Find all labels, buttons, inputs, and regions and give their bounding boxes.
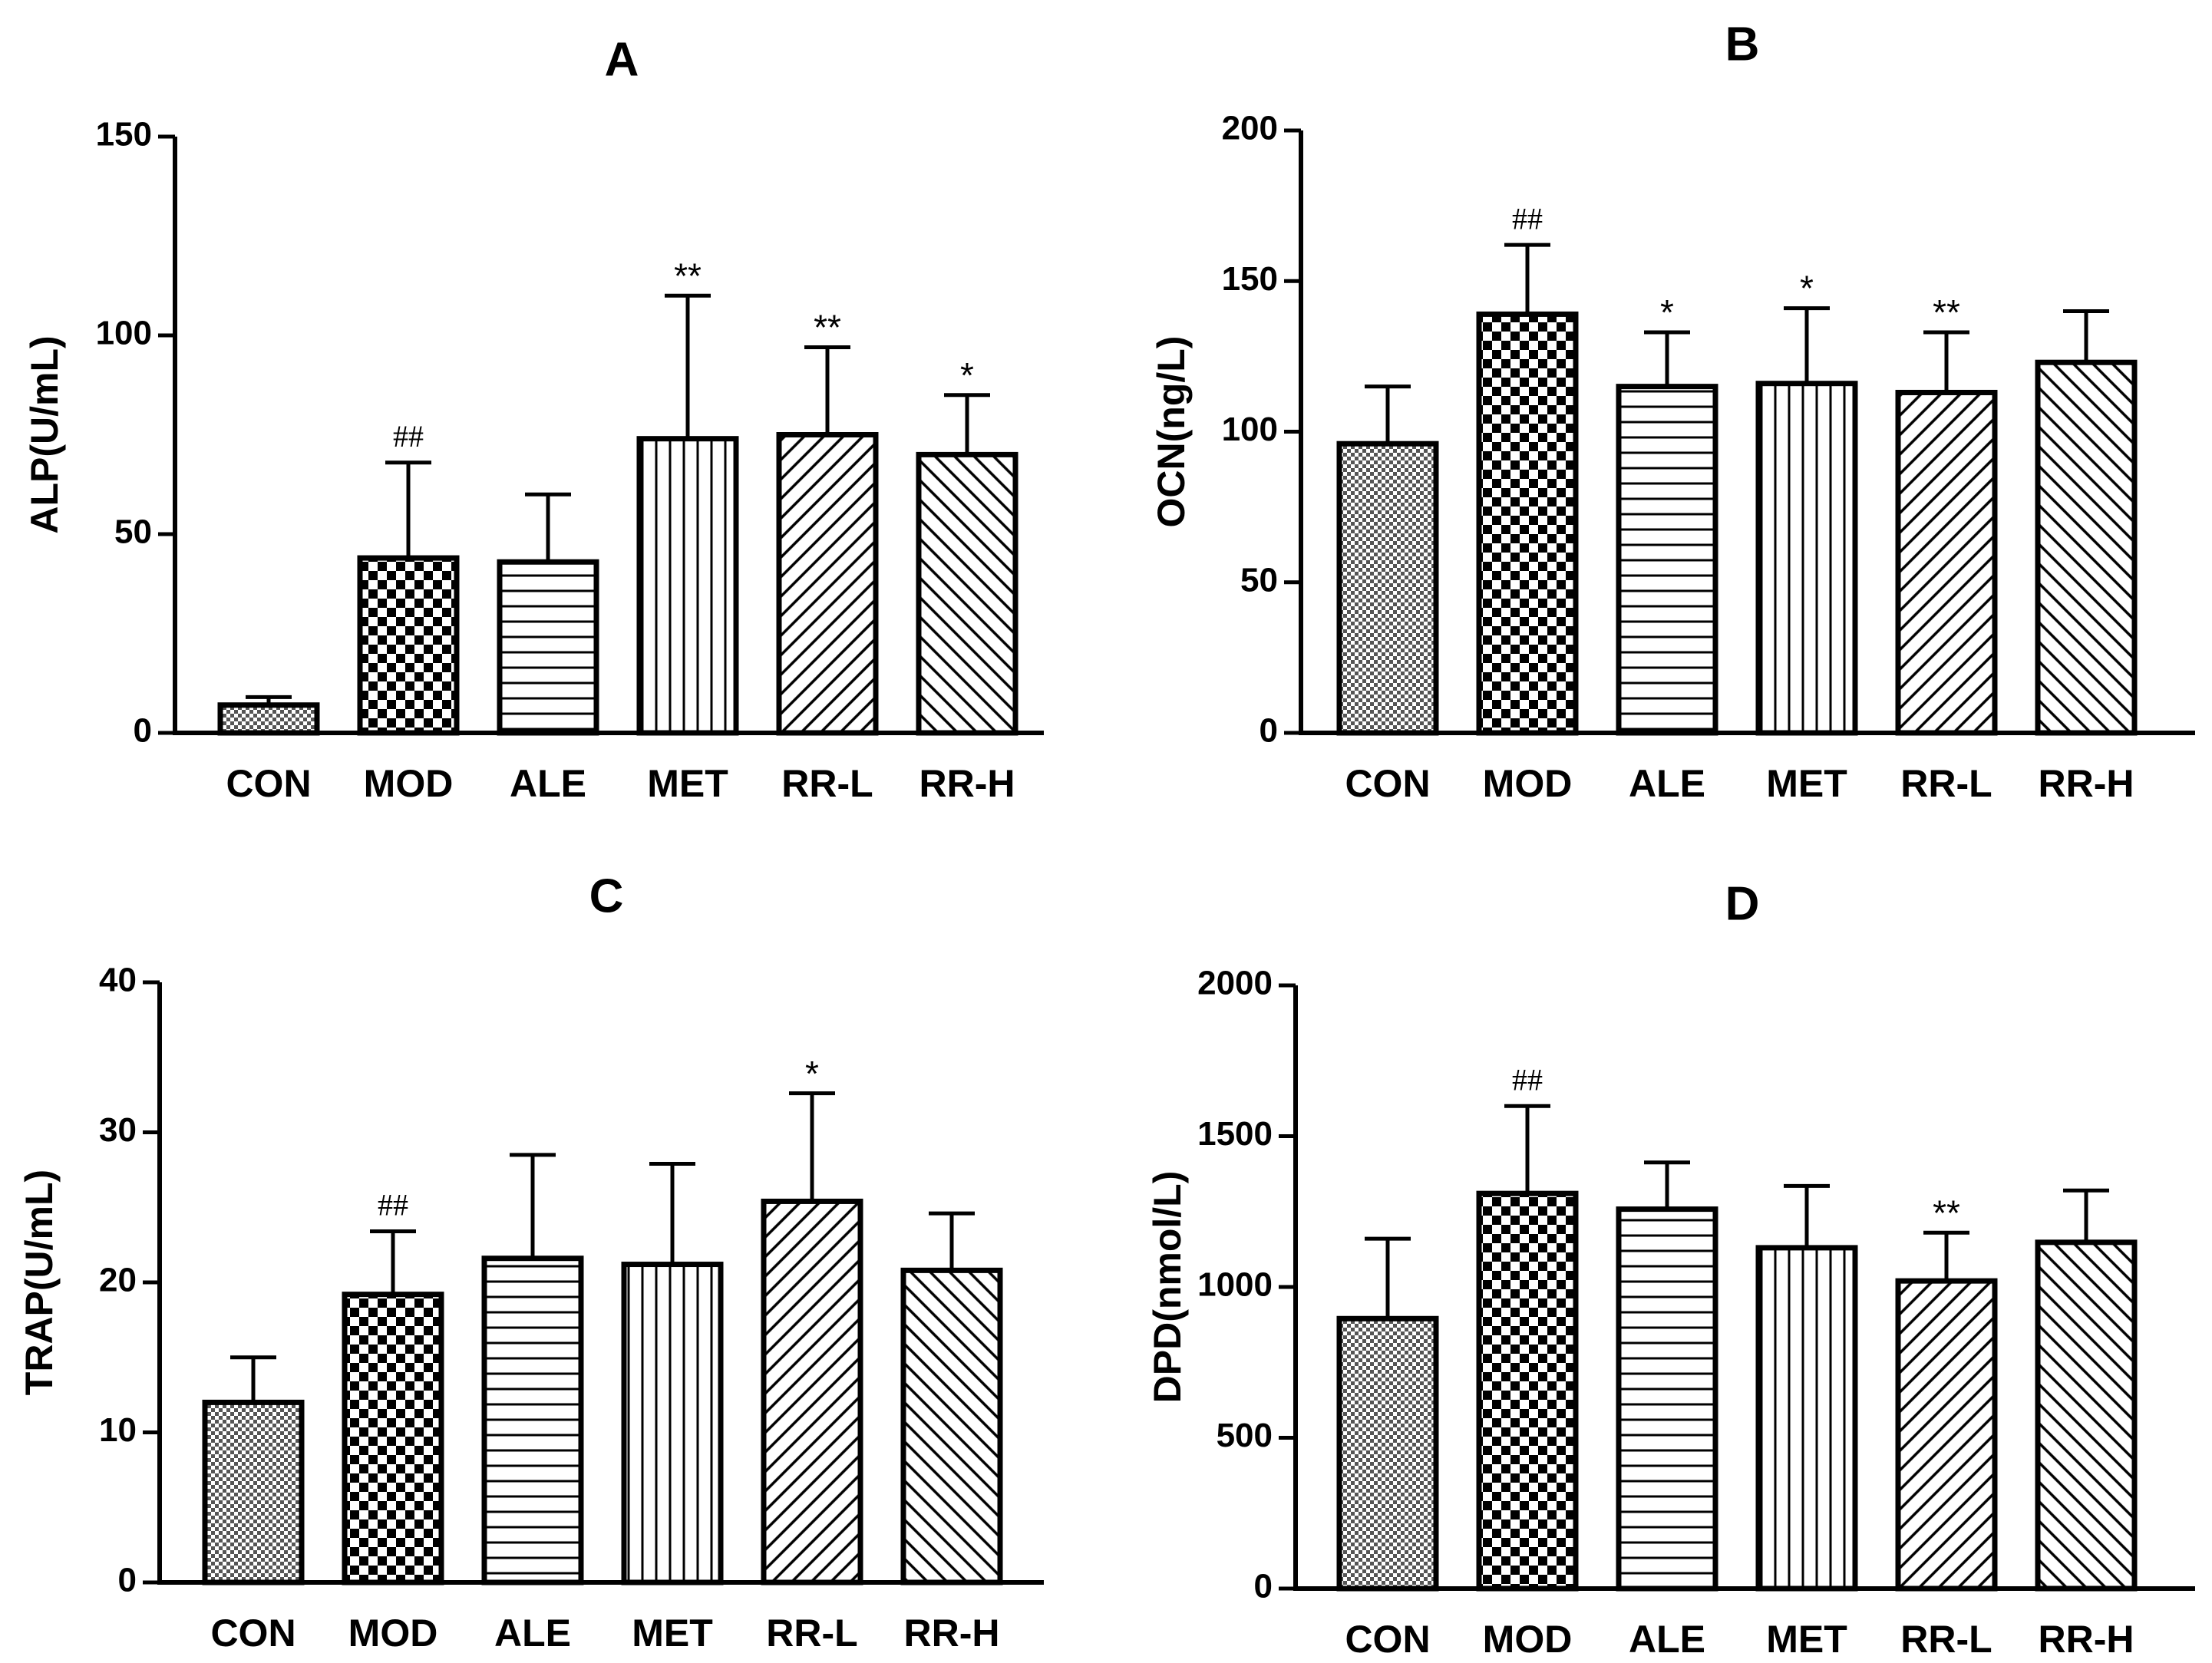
bar-mod [1476,311,1579,736]
chart-panel-a: A ALP(U/mL) 0 50 100 150 CON MOD ## ALE MET ** RR-L *… [23,33,1044,805]
x-category-label: RR-L [1900,762,1992,805]
x-category-label: MET [647,762,728,805]
bar-mod [357,555,460,736]
bar-rr-l [761,1198,863,1585]
significance-mark: ## [378,1188,408,1223]
bar-con [1336,440,1439,736]
significance-mark: ** [1933,1193,1960,1232]
x-category-label: ALE [494,1612,571,1655]
bar-con [217,702,320,736]
y-tick-label: 100 [96,315,152,352]
bar-ale [481,1255,584,1585]
x-category-label: ALE [510,762,586,805]
x-category-label: RR-H [2039,762,2134,805]
panel-title: C [589,869,624,922]
bar-mod [342,1292,444,1585]
bar-rr-l [1895,389,1998,736]
x-category-label: RR-L [1900,1618,1992,1661]
x-category-label: MOD [1483,762,1573,805]
significance-mark: ** [674,256,702,295]
y-axis-title: TRAP(U/mL) [18,1170,61,1395]
y-tick-label: 150 [96,116,152,153]
bar-met [636,436,739,736]
bar-rr-h [2035,1239,2138,1592]
bar-mod [1476,1190,1579,1592]
bar-ale [497,559,599,736]
chart-panel-c: C TRAP(U/mL) 0 10 20 30 40 CON MOD ## ALE MET RR-L * R… [18,869,1044,1655]
chart-panel-d: D DPD(nmol/L) 0 500 1000 1500 2000 CON MOD ## ALE M… [1146,877,2195,1661]
significance-mark: * [960,355,974,395]
x-category-label: MOD [1483,1618,1573,1661]
y-tick-label: 30 [99,1111,137,1149]
y-tick-label: 40 [99,962,137,999]
y-tick-label: 0 [1260,712,1278,750]
y-axis-title: DPD(nmol/L) [1146,1171,1189,1404]
x-category-label: CON [226,762,311,805]
panel-title: B [1725,18,1760,71]
bar-rr-l [776,432,879,736]
bar-met [1755,381,1858,736]
bar-ale [1616,384,1718,736]
x-category-label: RR-H [919,762,1015,805]
y-tick-label: 1000 [1197,1266,1273,1304]
bar-con [202,1399,305,1585]
bar-rr-h [2035,359,2138,736]
panel-title: D [1725,877,1760,930]
bar-rr-h [916,451,1019,736]
x-category-label: CON [1345,1618,1430,1661]
x-category-label: MET [1766,1618,1847,1661]
y-tick-label: 2000 [1197,965,1273,1002]
significance-mark: ** [1933,292,1960,332]
bar-ale [1616,1206,1718,1592]
y-tick-label: 150 [1222,260,1278,298]
bar-met [621,1262,724,1585]
x-category-label: RR-H [904,1612,1000,1655]
x-category-label: MOD [364,762,454,805]
x-category-label: ALE [1629,762,1705,805]
x-category-label: ALE [1629,1618,1705,1661]
significance-mark: ## [1512,201,1543,236]
y-axis-title: ALP(U/mL) [23,335,66,533]
bar-con [1336,1315,1439,1592]
y-tick-label: 200 [1222,110,1278,147]
significance-mark: ** [814,308,841,348]
y-tick-label: 100 [1222,411,1278,448]
chart-panel-b: B OCN(ng/L) 0 50 100 150 200 CON MOD ## ALE * MET * RR… [1150,18,2195,805]
x-category-label: MET [1766,762,1847,805]
y-tick-label: 50 [1240,561,1278,599]
y-tick-label: 0 [1254,1568,1273,1605]
bar-rr-h [900,1267,1003,1585]
x-category-label: CON [1345,762,1430,805]
x-category-label: RR-H [2039,1618,2134,1661]
significance-mark: ## [1512,1062,1543,1097]
y-tick-label: 0 [134,712,152,750]
bar-met [1755,1245,1858,1592]
x-category-label: RR-L [766,1612,857,1655]
significance-mark: ## [393,419,424,454]
y-tick-label: 50 [114,513,152,551]
y-tick-label: 500 [1217,1417,1273,1454]
x-category-label: RR-L [781,762,873,805]
y-tick-label: 0 [118,1562,137,1599]
x-category-label: MOD [348,1612,438,1655]
y-axis-title: OCN(ng/L) [1150,336,1193,528]
significance-mark: * [1660,292,1674,332]
y-tick-label: 20 [99,1262,137,1299]
x-category-label: MET [632,1612,713,1655]
y-tick-label: 10 [99,1411,137,1449]
x-category-label: CON [210,1612,295,1655]
bar-rr-l [1895,1278,1998,1592]
y-tick-label: 1500 [1197,1115,1273,1153]
significance-mark: * [805,1054,819,1094]
panel-title: A [605,33,639,86]
significance-mark: * [1800,269,1814,309]
